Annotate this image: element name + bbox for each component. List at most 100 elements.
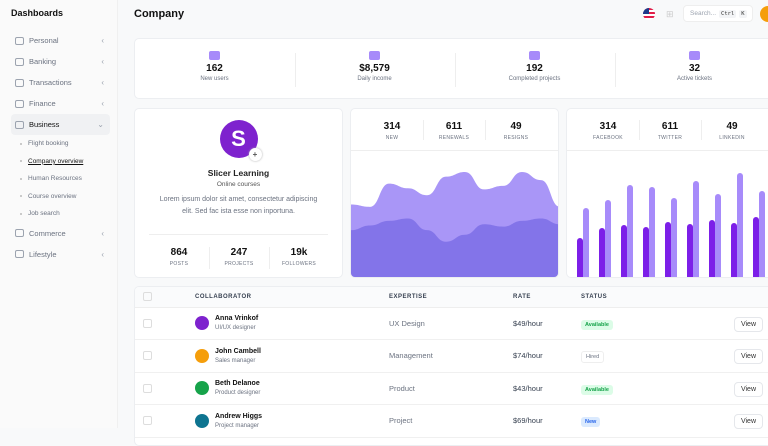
collaborator-role: Project manager: [215, 422, 260, 429]
bar-dark-4: [665, 222, 671, 277]
bar-light-5: [693, 181, 699, 277]
divider: [615, 53, 616, 87]
divider: [149, 234, 328, 235]
rate: $49/hour: [513, 307, 581, 340]
avatar: [195, 348, 209, 363]
expertise: Management: [389, 339, 513, 373]
stat-value: 32: [688, 63, 701, 74]
mini-stat-label: RESIGNS: [503, 135, 529, 141]
sidebar-nav: Personal ‹ Banking ‹ Transactions ‹ Finance ‹ Bu…: [11, 30, 110, 265]
stats-card: 162 New users $8,579 Daily income 192 Complet…: [134, 38, 768, 99]
collaborator-role: Product designer: [215, 390, 261, 397]
user-avatar[interactable]: [760, 6, 768, 22]
row-checkbox[interactable]: [143, 416, 152, 426]
chevron-left-icon: ‹: [101, 249, 104, 259]
mini-stat: 611 RENEWALS: [423, 109, 485, 151]
mini-stat: 314 NEW: [361, 109, 423, 151]
collaborator-name: Anna Vrinkof: [215, 315, 259, 323]
status-badge: Available: [581, 384, 613, 395]
company-name: Slicer Learning: [207, 168, 270, 178]
stat-3: 32 Active tickets: [615, 39, 768, 98]
collaborator-role: Sales manager: [215, 357, 256, 364]
sidebar-subitem[interactable]: Job search: [11, 205, 110, 223]
bar-dark-5: [687, 224, 693, 277]
stat-value: 192: [526, 63, 543, 74]
add-icon[interactable]: +: [248, 148, 262, 161]
divider: [295, 53, 296, 87]
sidebar-item-label: Banking: [29, 57, 57, 66]
kbd-k: K: [739, 9, 747, 18]
grid-icon[interactable]: ⊞: [666, 9, 674, 19]
collaborator-role: UI/UX designer: [215, 325, 256, 332]
col-expertise: EXPERTISE: [389, 287, 513, 308]
sidebar-item-personal[interactable]: Personal ‹: [11, 30, 110, 51]
transactions-icon: [15, 78, 24, 87]
view-button[interactable]: View: [733, 349, 763, 365]
select-all-checkbox[interactable]: [143, 292, 152, 302]
status-badge: Hired: [581, 351, 605, 364]
avatar: [195, 316, 209, 331]
stat-value: 162: [206, 63, 223, 74]
col-rate: RATE: [513, 287, 581, 308]
sidebar-item-label: Transactions: [29, 78, 72, 87]
stat-value: $8,579: [359, 63, 390, 74]
chevron-left-icon: ‹: [101, 78, 104, 87]
avatar: [195, 381, 209, 396]
sidebar-item-banking[interactable]: Banking ‹: [11, 51, 110, 72]
chevron-left-icon: ‹: [101, 57, 104, 66]
mini-stat: 611 TWITTER: [639, 109, 701, 151]
sidebar-item-finance[interactable]: Finance ‹: [11, 93, 110, 114]
table-row: Andrew Higgs Project manager Project $69/…: [135, 404, 768, 438]
sidebar-item-label: Commerce: [29, 228, 66, 238]
mini-stat-label: FACEBOOK: [593, 135, 623, 141]
sidebar-item-transactions[interactable]: Transactions ‹: [11, 72, 110, 93]
sidebar-subitem[interactable]: Company overview: [11, 153, 110, 171]
company-subtitle: Online courses: [216, 181, 261, 188]
bar-dark-8: [753, 217, 759, 277]
col-status: STATUS: [581, 287, 661, 308]
bar-light-3: [649, 187, 655, 277]
sidebar-item-label: Business: [29, 120, 60, 129]
divider: [485, 120, 486, 140]
view-button[interactable]: View: [733, 316, 763, 332]
view-button[interactable]: View: [733, 381, 763, 397]
row-checkbox[interactable]: [143, 351, 152, 361]
sidebar-title: Dashboards: [11, 8, 64, 18]
rate: $43/hour: [513, 372, 581, 405]
divider: [269, 247, 270, 269]
mini-stat: 49 RESIGNS: [485, 109, 547, 151]
bar-dark-7: [731, 223, 737, 277]
collaborators-table-card: COLLABORATOR EXPERTISE RATE STATUS Anna …: [134, 286, 768, 446]
mini-stat-label: TWITTER: [657, 135, 683, 141]
avatar: [195, 413, 209, 428]
bar-dark-6: [709, 220, 715, 277]
table-row: Beth Delanoe Product designer Product $43…: [135, 372, 768, 405]
area-chart-card: 314 NEW 611 RENEWALS 49 RESIGNS: [350, 108, 559, 278]
sidebar-subitem[interactable]: Flight booking: [11, 135, 110, 153]
row-checkbox[interactable]: [143, 318, 152, 328]
table-row: John Cambell Sales manager Management $74…: [135, 339, 768, 373]
stat-1: $8,579 Daily income: [295, 39, 454, 98]
collaborator-name: Beth Delanoe: [215, 380, 260, 388]
sidebar-item-lifestyle[interactable]: Lifestyle ‹: [11, 244, 110, 265]
bar-chart-card: 314 FACEBOOK 611 TWITTER 49 LINKEDIN: [566, 108, 768, 278]
divider: [567, 150, 768, 151]
row-checkbox[interactable]: [143, 383, 152, 393]
personal-icon: [15, 36, 24, 45]
view-button[interactable]: View: [733, 414, 763, 430]
bar-light-6: [715, 194, 721, 277]
sidebar-item-commerce[interactable]: Commerce ‹: [11, 223, 110, 244]
divider: [639, 120, 640, 140]
collaborator-name: Andrew Higgs: [215, 412, 263, 420]
briefcase-icon: [529, 51, 540, 60]
search-input[interactable]: Search... Ctrl K: [683, 5, 753, 22]
rate: $74/hour: [513, 339, 581, 373]
col-collaborator: COLLABORATOR: [195, 287, 389, 308]
sidebar-item-business[interactable]: Business ⌄: [11, 114, 110, 135]
collaborator-name: John Cambell: [215, 347, 261, 355]
us-flag-icon[interactable]: [643, 8, 655, 20]
divider: [423, 120, 424, 140]
sidebar-subitem[interactable]: Human Resources: [11, 170, 110, 188]
expertise: Project: [389, 404, 513, 438]
sidebar-subitem[interactable]: Course overview: [11, 188, 110, 206]
